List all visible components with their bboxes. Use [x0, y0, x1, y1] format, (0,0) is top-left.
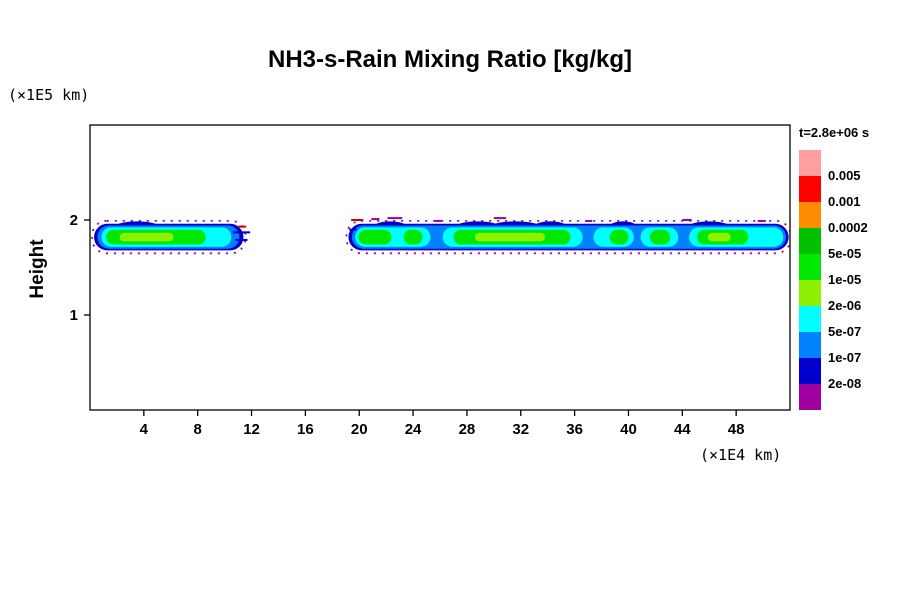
contour-band-light-green — [475, 232, 545, 242]
colorbar-time-label: t=2.8e+06 s — [799, 125, 870, 140]
x-tick-label: 16 — [297, 421, 314, 438]
contour-speckle — [682, 219, 692, 221]
x-tick-label: 44 — [674, 421, 691, 438]
contour-speckle — [238, 225, 247, 228]
colorbar-cell — [799, 332, 821, 358]
x-tick-label: 28 — [459, 421, 476, 438]
colorbar-cell — [799, 384, 821, 410]
x-tick-label: 32 — [512, 421, 529, 438]
colorbar-cell — [799, 150, 821, 176]
contour-band-green — [358, 229, 392, 245]
contour-band-light-green — [119, 232, 174, 242]
contour-speckle — [371, 218, 380, 221]
colorbar-label: 2e-08 — [828, 376, 861, 391]
y-tick-label: 1 — [70, 307, 78, 324]
x-tick-label: 40 — [620, 421, 637, 438]
x-tick-label: 12 — [243, 421, 260, 438]
colorbar-label: 0.001 — [828, 194, 861, 209]
x-tick-label: 36 — [566, 421, 583, 438]
colorbar-cell — [799, 254, 821, 280]
x-tick-label: 48 — [728, 421, 745, 438]
x-tick-label: 24 — [405, 421, 422, 438]
contour-fringe — [91, 219, 247, 255]
x-tick-label: 4 — [140, 421, 149, 438]
contour-speckle — [757, 219, 766, 222]
colorbar-label: 1e-05 — [828, 272, 861, 287]
contour-speckle — [585, 219, 593, 222]
contour-speckle — [349, 228, 357, 231]
chart-title: NH3-s-Rain Mixing Ratio [kg/kg] — [267, 46, 633, 73]
contour-band-green — [650, 229, 671, 245]
x-tick-label: 8 — [194, 421, 202, 438]
contour-band-green — [609, 229, 629, 245]
plot-frame — [89, 124, 791, 411]
colorbar-cell — [799, 358, 821, 384]
colorbar-cell — [799, 306, 821, 332]
colorbar-label: 0.005 — [828, 168, 861, 183]
y-tick-label: 2 — [70, 212, 78, 229]
contour-band-green — [403, 229, 423, 245]
y-axis-unit-label: (×1E5 km) — [8, 86, 90, 104]
contour-speckle — [232, 231, 251, 234]
colorbar-cell — [799, 202, 821, 228]
contour-speckle — [235, 238, 248, 241]
colorbar-cell — [799, 176, 821, 202]
x-axis-unit-label: (×1E4 km) — [700, 446, 782, 464]
contour-bands — [91, 217, 790, 255]
colorbar-label: 2e-06 — [828, 298, 861, 313]
contour-speckle — [351, 219, 364, 221]
colorbar-label: 5e-05 — [828, 246, 861, 261]
contour-band-light-green — [707, 232, 731, 242]
x-tick-label: 20 — [351, 421, 368, 438]
colorbar-cell — [799, 228, 821, 254]
colorbar-label: 0.0002 — [828, 220, 868, 235]
contour-speckle — [387, 217, 403, 220]
colorbar-cell — [799, 280, 821, 306]
contour-speckle — [493, 217, 506, 220]
contour-speckle — [434, 219, 442, 222]
colorbar-label: 1e-07 — [828, 350, 861, 365]
colorbar-label: 5e-07 — [828, 324, 861, 339]
